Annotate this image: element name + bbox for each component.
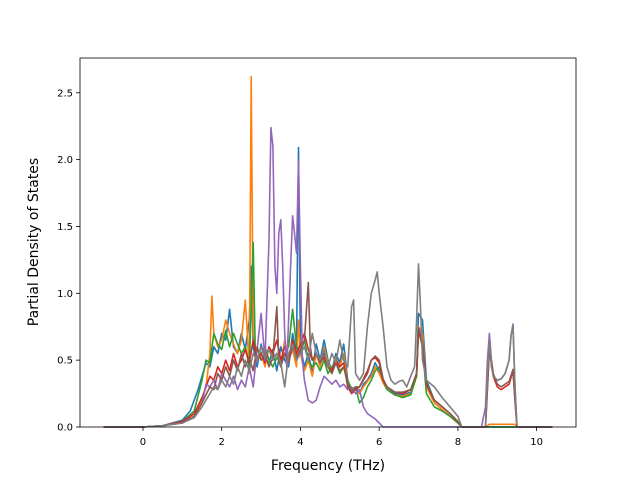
plot-frame: [79, 57, 577, 428]
y-tick-label: 1.5: [57, 222, 73, 233]
x-tick-label: 10: [530, 437, 543, 448]
y-axis-label: Partial Density of States: [26, 158, 42, 326]
y-tick-label: 2.5: [57, 88, 73, 99]
y-tick-label: 0.5: [57, 356, 73, 367]
x-axis-label: Frequency (THz): [271, 458, 385, 474]
y-tick-label: 0.0: [57, 423, 73, 434]
y-tick-label: 1.0: [57, 289, 73, 300]
series-layer: [103, 75, 553, 428]
y-tick-label: 2.0: [57, 155, 73, 166]
x-axis-ticks: 0 2 4 6 8 10: [140, 427, 543, 448]
x-tick-label: 4: [297, 437, 303, 448]
y-axis-ticks: 0.0 0.5 1.0 1.5 2.0 2.5: [57, 88, 80, 434]
x-tick-label: 6: [376, 437, 382, 448]
x-tick-label: 0: [140, 437, 146, 448]
x-tick-label: 8: [455, 437, 461, 448]
x-tick-label: 2: [219, 437, 225, 448]
series-line-1: [103, 146, 553, 428]
